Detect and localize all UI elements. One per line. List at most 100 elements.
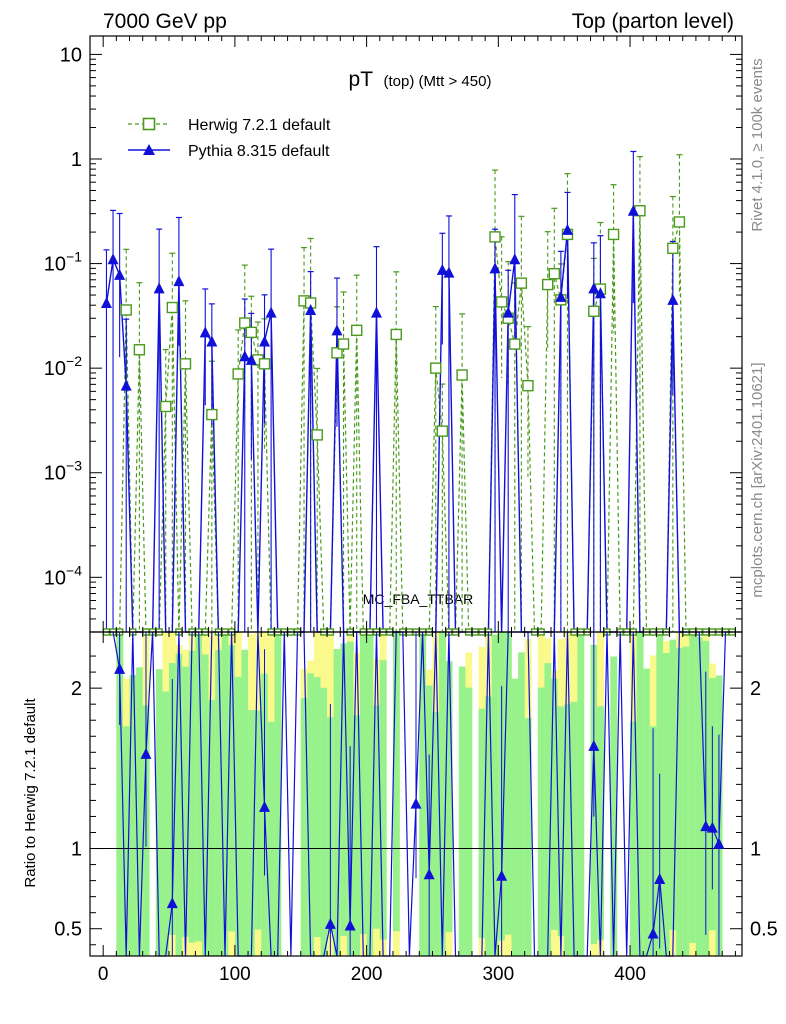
legend-pythia-marker — [143, 144, 155, 155]
ratio-band-inner — [122, 726, 130, 956]
ratio-band-inner — [485, 696, 493, 956]
ratio-y-tick-label: 2 — [750, 678, 761, 700]
herwig-marker — [351, 324, 363, 337]
ratio-band-inner — [267, 721, 275, 956]
herwig-marker — [166, 301, 179, 314]
herwig-marker — [245, 326, 258, 339]
herwig-marker — [239, 317, 251, 329]
x-tick-label: 400 — [614, 964, 646, 985]
herwig-marker — [548, 268, 561, 280]
ratio-band-inner — [201, 654, 209, 956]
ratio-band-inner — [419, 632, 427, 956]
ratio-y-tick-label: 0.5 — [750, 919, 778, 941]
y-tick-label-base: 10 — [44, 567, 66, 589]
ratio-band-inner — [445, 661, 453, 933]
ratio-band-inner — [610, 656, 618, 956]
ratio-band-inner — [662, 652, 670, 956]
ratio-band-inner — [570, 701, 578, 956]
pythia-marker — [265, 306, 277, 318]
pythia-marker — [199, 326, 211, 338]
ratio-band-inner — [320, 687, 328, 956]
ratio-band-inner — [188, 650, 196, 943]
herwig-marker — [133, 344, 146, 356]
herwig-marker — [206, 408, 218, 421]
herwig-marker — [607, 228, 620, 241]
ratio-band-inner — [379, 660, 387, 940]
ratio-marker — [344, 919, 356, 931]
ratio-line — [106, 631, 733, 957]
y-tick-label-exp: −2 — [66, 353, 82, 369]
pythia-marker — [594, 287, 606, 299]
ratio-band-inner — [136, 667, 143, 956]
herwig-marker — [179, 358, 192, 370]
ratio-band-inner — [636, 632, 644, 956]
ratio-marker — [423, 868, 435, 880]
pythia-marker — [153, 282, 165, 294]
pythia-marker — [509, 253, 521, 265]
ratio-band-inner — [630, 721, 637, 956]
ratio-band-inner — [577, 632, 585, 956]
ratio-marker — [410, 797, 422, 809]
ratio-band-inner — [597, 706, 604, 940]
y-tick-label: 10−4 — [44, 562, 82, 589]
rivet-label: Rivet 4.1.0, ≥ 100k events — [749, 58, 766, 231]
herwig-marker — [258, 358, 271, 370]
ratio-marker — [713, 837, 725, 849]
herwig-marker — [542, 278, 554, 291]
y-tick-label-base: 10 — [44, 254, 66, 276]
x-tick-label: 0 — [98, 964, 109, 985]
ratio-band-inner — [155, 669, 163, 956]
ratio-band-inner — [511, 678, 519, 956]
ratio-band-inner — [221, 632, 229, 956]
pythia-marker — [100, 296, 112, 308]
ratio-marker — [706, 821, 718, 833]
ratio-band-inner — [439, 632, 446, 956]
pythia-marker — [239, 350, 251, 362]
ratio-band-inner — [228, 645, 236, 932]
y-tick-label-exp: −1 — [66, 249, 82, 265]
ratio-band-inner — [195, 632, 203, 942]
ratio-band-inner — [373, 705, 381, 929]
ratio-band-inner — [248, 709, 255, 956]
pythia-marker — [489, 262, 501, 274]
ratio-band-inner — [116, 632, 124, 956]
herwig-marker — [515, 277, 528, 289]
ratio-y-tick-label: 1 — [71, 839, 82, 861]
ratio-marker — [496, 869, 508, 881]
ratio-band-inner — [175, 653, 183, 956]
ratio-band-inner — [695, 636, 703, 956]
ratio-marker — [588, 739, 600, 751]
ratio-band-inner — [465, 687, 473, 956]
herwig-marker — [232, 368, 244, 380]
collision-label: 7000 GeV pp — [103, 10, 227, 33]
plot-title-main: pT — [349, 68, 374, 91]
ratio-band-inner — [504, 632, 512, 935]
ratio-band-inner — [340, 643, 348, 936]
herwig-marker — [436, 425, 449, 437]
y-tick-label: 10−1 — [44, 249, 82, 276]
herwig-marker — [311, 429, 323, 441]
x-tick-label: 100 — [219, 964, 251, 985]
ratio-band-inner — [300, 698, 308, 956]
ratio-frame — [89, 631, 743, 957]
ratio-band-inner — [333, 649, 341, 956]
y-tick-label-exp: −4 — [66, 562, 82, 578]
herwig-marker — [430, 362, 442, 374]
ratio-band-inner — [182, 666, 190, 937]
herwig-marker — [489, 231, 501, 243]
ratio-bands — [116, 632, 723, 956]
pythia-marker — [436, 263, 448, 275]
ratio-band-inner — [524, 718, 532, 956]
y-tick-label-exp: −3 — [66, 458, 82, 474]
ratio-band-inner — [557, 706, 565, 937]
y-tick-label-base: 10 — [44, 463, 66, 485]
y-tick-label: 10−2 — [44, 353, 82, 380]
pythia-marker — [555, 290, 567, 302]
ratio-band-inner — [234, 676, 242, 956]
ratio-band-inner — [643, 668, 651, 956]
herwig-marker — [667, 242, 679, 254]
herwig-marker — [337, 338, 350, 350]
herwig-marker — [509, 338, 521, 350]
legend-herwig-marker — [142, 117, 156, 131]
